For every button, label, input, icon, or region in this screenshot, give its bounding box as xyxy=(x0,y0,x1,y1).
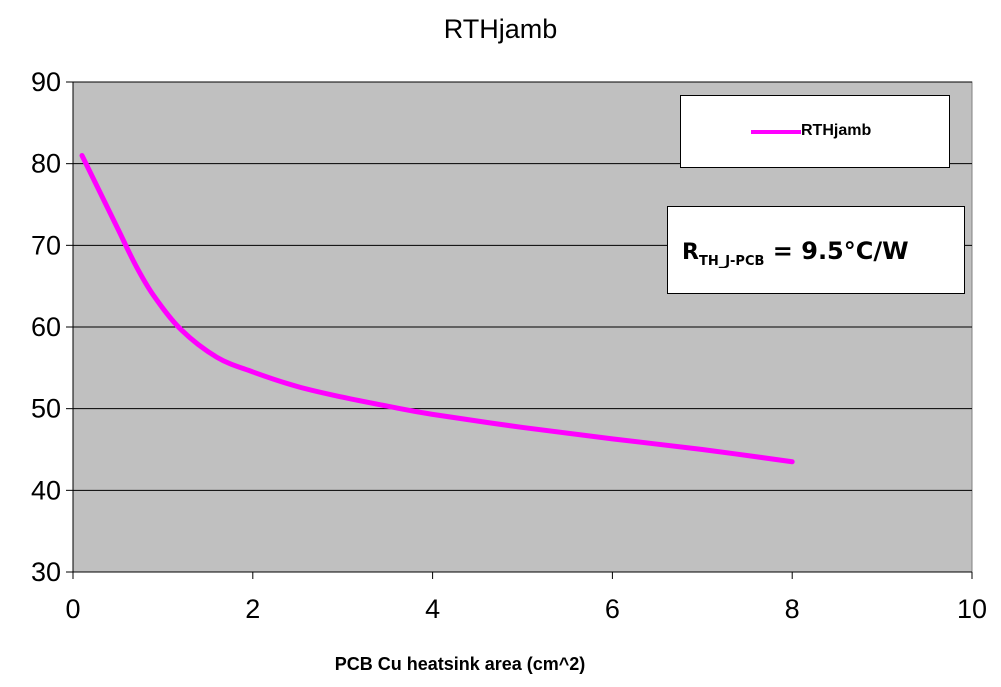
x-tick-label: 4 xyxy=(425,594,440,624)
x-axis-label: PCB Cu heatsink area (cm^2) xyxy=(334,654,586,674)
y-tick-label: 90 xyxy=(31,67,61,97)
y-tick-label: 80 xyxy=(31,149,61,179)
axes xyxy=(66,81,973,579)
x-tick-label: 6 xyxy=(605,594,620,624)
chart-title: RTHjamb xyxy=(443,14,558,44)
legend: RTHjamb xyxy=(680,95,950,168)
y-tick-label: 40 xyxy=(31,475,61,505)
annotation-text: RTH_J-PCB = 9.5°C/W xyxy=(682,237,909,269)
annotation-base: R xyxy=(682,240,699,265)
tick-labels: 30 40 50 60 70 80 90 0 2 4 6 8 10 xyxy=(31,67,987,624)
legend-swatch xyxy=(751,130,801,134)
x-tick-label: 8 xyxy=(785,594,800,624)
annotation-value: = 9.5°C/W xyxy=(764,237,909,265)
x-tick-label: 10 xyxy=(957,594,987,624)
y-tick-label: 70 xyxy=(31,230,61,260)
y-tick-label: 50 xyxy=(31,394,61,424)
y-tick-label: 30 xyxy=(31,557,61,587)
y-tick-label: 60 xyxy=(31,312,61,342)
legend-label: RTHjamb xyxy=(801,122,872,139)
annotation-box: RTH_J-PCB = 9.5°C/W xyxy=(667,206,965,294)
x-tick-label: 0 xyxy=(65,594,80,624)
annotation-subscript: TH_J-PCB xyxy=(698,254,765,269)
x-tick-label: 2 xyxy=(245,594,260,624)
series-layer xyxy=(79,153,795,465)
series-line xyxy=(79,153,795,465)
